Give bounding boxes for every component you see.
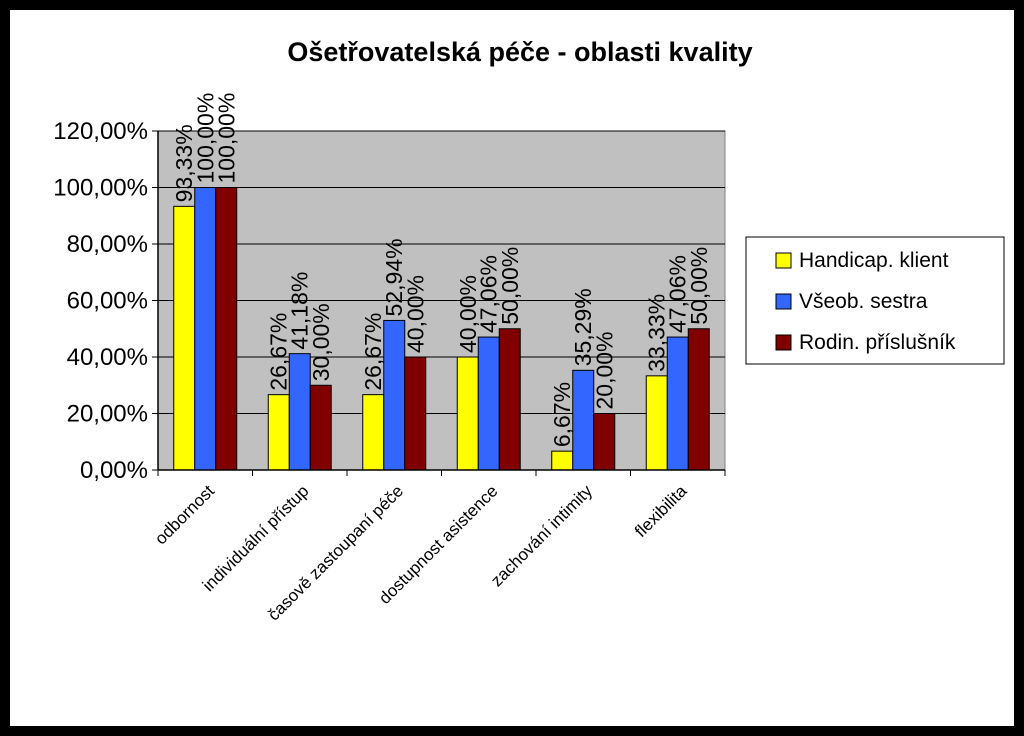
bar: [173, 205, 196, 471]
x-tick-label: individuální přístup: [199, 481, 313, 595]
data-label: 47,06%: [665, 255, 691, 333]
bar: [687, 328, 710, 471]
data-label: 50,00%: [497, 247, 523, 325]
data-label: 35,29%: [570, 288, 596, 366]
data-label: 26,67%: [266, 313, 292, 391]
bar: [267, 394, 290, 471]
bar: [215, 187, 238, 471]
bar: [309, 384, 332, 471]
chart-frame: Ošetřovatelská péče - oblasti kvality 0,…: [10, 10, 1014, 726]
bar: [194, 187, 217, 471]
data-label: 30,00%: [308, 303, 334, 381]
data-label: 6,67%: [549, 382, 575, 447]
y-tick-label: 80,00%: [67, 231, 148, 258]
bar: [551, 450, 574, 471]
data-label: 40,00%: [402, 275, 428, 353]
y-tick-label: 0,00%: [80, 457, 148, 484]
legend-swatch: [775, 293, 792, 310]
x-tick-label: zachování intimity: [487, 481, 596, 590]
data-label: 40,00%: [455, 275, 481, 353]
bar: [645, 375, 668, 471]
legend-entry: Handicap. klient: [799, 249, 949, 272]
bar: [666, 336, 689, 471]
data-label: 100,00%: [192, 93, 218, 184]
bar-chart: Ošetřovatelská péče - oblasti kvality 0,…: [53, 37, 1005, 624]
bar: [456, 356, 479, 471]
bar: [498, 328, 521, 471]
data-label: 93,33%: [171, 124, 197, 202]
y-tick-label: 40,00%: [67, 344, 148, 371]
bar: [477, 336, 500, 471]
y-tick-label: 100,00%: [53, 175, 148, 202]
x-tick-label: odbornost: [151, 481, 218, 548]
data-label: 20,00%: [591, 331, 617, 409]
data-label: 50,00%: [686, 247, 712, 325]
data-label: 33,33%: [644, 294, 670, 372]
legend-entry: Všeob. sestra: [799, 290, 928, 313]
chart-title: Ošetřovatelská péče - oblasti kvality: [287, 37, 752, 67]
y-tick-label: 60,00%: [67, 288, 148, 315]
legend-entry: Rodin. příslušník: [799, 331, 956, 354]
legend-swatch: [775, 252, 792, 269]
legend-swatch: [775, 334, 792, 351]
bar: [362, 394, 385, 471]
bar: [404, 356, 427, 471]
legend: Handicap. klient Všeob. sestra Rodin. přís…: [745, 236, 1005, 365]
data-label: 100,00%: [213, 93, 239, 184]
x-tick-label: flexibilita: [631, 481, 691, 541]
bar: [593, 413, 616, 471]
y-tick-label: 20,00%: [67, 401, 148, 428]
y-tick-label: 120,00%: [53, 118, 148, 145]
data-label: 47,06%: [476, 255, 502, 333]
data-label: 52,94%: [381, 238, 407, 316]
data-label: 26,67%: [360, 313, 386, 391]
data-label: 41,18%: [287, 272, 313, 350]
